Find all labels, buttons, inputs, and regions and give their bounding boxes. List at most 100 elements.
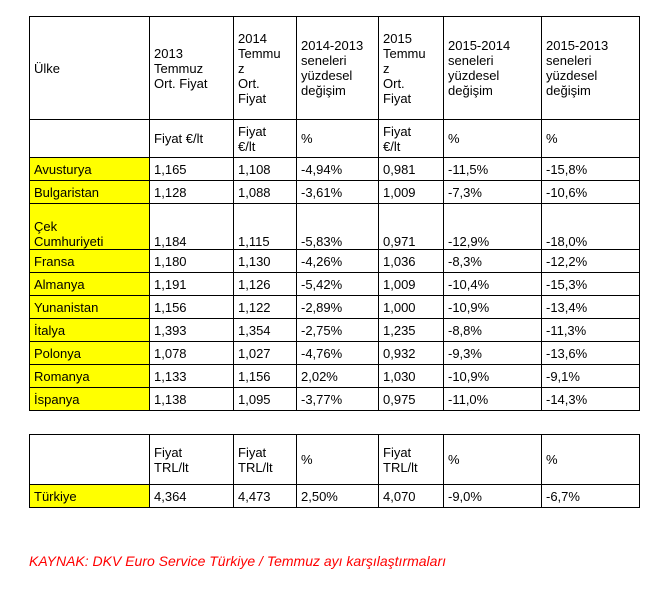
unit-row-trl: Fiyat TRL/lt Fiyat TRL/lt % Fiyat TRL/lt…	[29, 434, 640, 485]
price-2015-cell: 1,030	[378, 364, 444, 388]
header-country: Ülke	[29, 16, 150, 120]
change-2015-2014-cell: -10,9%	[443, 295, 542, 319]
change-2015-2013-cell: -13,6%	[541, 341, 640, 365]
table-row: İtalya 1,393 1,354 -2,75% 1,235 -8,8% -11,3%	[29, 318, 640, 342]
change-2014-2013-cell: -3,77%	[296, 387, 379, 411]
price-2015-cell: 0,975	[378, 387, 444, 411]
change-2015-2014-cell: -11,5%	[443, 157, 542, 181]
change-2015-2014-cell: -9,3%	[443, 341, 542, 365]
change-2015-2014-cell: -8,3%	[443, 249, 542, 273]
header-row: Ülke 2013 Temmuz Ort. Fiyat 2014 Temmu z…	[29, 16, 640, 120]
change-2015-2013-cell: -10,6%	[541, 180, 640, 204]
change-2015-2013-cell: -15,8%	[541, 157, 640, 181]
price-2013-cell: 1,078	[149, 341, 234, 365]
price-2014-cell: 4,473	[233, 484, 297, 508]
change-2015-2013-cell: -18,0%	[541, 203, 640, 250]
header-2015-price: 2015 Temmu z Ort. Fiyat	[378, 16, 444, 120]
header-change-2014-2013: 2014-2013 seneleri yüzdesel değişim	[296, 16, 379, 120]
price-2014-cell: 1,354	[233, 318, 297, 342]
country-cell: Romanya	[29, 364, 150, 388]
price-2014-cell: 1,130	[233, 249, 297, 273]
price-2015-cell: 1,009	[378, 180, 444, 204]
price-2013-cell: 1,133	[149, 364, 234, 388]
change-2014-2013-cell: -2,89%	[296, 295, 379, 319]
price-2014-cell: 1,088	[233, 180, 297, 204]
change-2014-2013-cell: -3,61%	[296, 180, 379, 204]
unit-cell: Fiyat TRL/lt	[233, 434, 297, 485]
unit-cell-empty	[29, 434, 150, 485]
table-row: Fransa 1,180 1,130 -4,26% 1,036 -8,3% -12,2%	[29, 249, 640, 273]
price-2013-cell: 1,184	[149, 203, 234, 250]
change-2015-2014-cell: -8,8%	[443, 318, 542, 342]
price-2015-cell: 0,981	[378, 157, 444, 181]
change-2014-2013-cell: -5,42%	[296, 272, 379, 296]
change-2014-2013-cell: -5,83%	[296, 203, 379, 250]
table-row: Yunanistan 1,156 1,122 -2,89% 1,000 -10,9% -13…	[29, 295, 640, 319]
fuel-price-table: Ülke 2013 Temmuz Ort. Fiyat 2014 Temmu z…	[29, 16, 640, 411]
price-2014-cell: 1,027	[233, 341, 297, 365]
header-change-2015-2014: 2015-2014 seneleri yüzdesel değişim	[443, 16, 542, 120]
unit-cell: %	[443, 434, 542, 485]
price-2014-cell: 1,095	[233, 387, 297, 411]
country-cell: İtalya	[29, 318, 150, 342]
price-2013-cell: 1,191	[149, 272, 234, 296]
price-2013-cell: 1,138	[149, 387, 234, 411]
unit-cell: Fiyat TRL/lt	[149, 434, 234, 485]
change-2014-2013-cell: -2,75%	[296, 318, 379, 342]
change-2014-2013-cell: -4,94%	[296, 157, 379, 181]
price-2015-cell: 1,235	[378, 318, 444, 342]
header-2014-price: 2014 Temmu z Ort. Fiyat	[233, 16, 297, 120]
country-cell: Bulgaristan	[29, 180, 150, 204]
price-2015-cell: 4,070	[378, 484, 444, 508]
source-note: KAYNAK: DKV Euro Service Türkiye / Temmu…	[29, 553, 447, 569]
price-2014-cell: 1,108	[233, 157, 297, 181]
price-2015-cell: 1,009	[378, 272, 444, 296]
turkey-price-table: Fiyat TRL/lt Fiyat TRL/lt % Fiyat TRL/lt…	[29, 434, 640, 508]
price-2013-cell: 1,165	[149, 157, 234, 181]
country-cell: Almanya	[29, 272, 150, 296]
unit-cell: Fiyat €/lt	[378, 119, 444, 158]
price-2013-cell: 1,180	[149, 249, 234, 273]
change-2015-2013-cell: -13,4%	[541, 295, 640, 319]
change-2015-2014-cell: -10,9%	[443, 364, 542, 388]
change-2014-2013-cell: 2,50%	[296, 484, 379, 508]
change-2015-2014-cell: -10,4%	[443, 272, 542, 296]
table-row-turkey: Türkiye 4,364 4,473 2,50% 4,070 -9,0% -6…	[29, 484, 640, 508]
unit-row-eur: Fiyat €/lt Fiyat €/lt % Fiyat €/lt % %	[29, 119, 640, 158]
change-2015-2014-cell: -7,3%	[443, 180, 542, 204]
unit-cell: %	[541, 434, 640, 485]
change-2014-2013-cell: -4,26%	[296, 249, 379, 273]
change-2014-2013-cell: -4,76%	[296, 341, 379, 365]
country-cell: Polonya	[29, 341, 150, 365]
unit-cell: Fiyat €/lt	[149, 119, 234, 158]
table-row: Almanya 1,191 1,126 -5,42% 1,009 -10,4% -15,3%	[29, 272, 640, 296]
header-2013-price: 2013 Temmuz Ort. Fiyat	[149, 16, 234, 120]
change-2015-2013-cell: -6,7%	[541, 484, 640, 508]
change-2014-2013-cell: 2,02%	[296, 364, 379, 388]
country-cell: Yunanistan	[29, 295, 150, 319]
price-2014-cell: 1,122	[233, 295, 297, 319]
table-row: Avusturya 1,165 1,108 -4,94% 0,981 -11,5% -15,…	[29, 157, 640, 181]
table-row: İspanya 1,138 1,095 -3,77% 0,975 -11,0% -14,3%	[29, 387, 640, 411]
change-2015-2013-cell: -15,3%	[541, 272, 640, 296]
price-2015-cell: 1,036	[378, 249, 444, 273]
price-2013-cell: 1,128	[149, 180, 234, 204]
unit-cell: %	[296, 434, 379, 485]
country-cell: İspanya	[29, 387, 150, 411]
unit-cell: %	[541, 119, 640, 158]
unit-cell: %	[296, 119, 379, 158]
change-2015-2013-cell: -11,3%	[541, 318, 640, 342]
country-cell: Avusturya	[29, 157, 150, 181]
change-2015-2013-cell: -14,3%	[541, 387, 640, 411]
price-2014-cell: 1,156	[233, 364, 297, 388]
country-cell: Türkiye	[29, 484, 150, 508]
unit-cell-empty	[29, 119, 150, 158]
price-2014-cell: 1,126	[233, 272, 297, 296]
table-row: Polonya 1,078 1,027 -4,76% 0,932 -9,3% -13,6%	[29, 341, 640, 365]
country-cell: Fransa	[29, 249, 150, 273]
change-2015-2013-cell: -12,2%	[541, 249, 640, 273]
price-2013-cell: 1,156	[149, 295, 234, 319]
unit-cell: Fiyat €/lt	[233, 119, 297, 158]
price-2015-cell: 0,932	[378, 341, 444, 365]
price-2015-cell: 1,000	[378, 295, 444, 319]
